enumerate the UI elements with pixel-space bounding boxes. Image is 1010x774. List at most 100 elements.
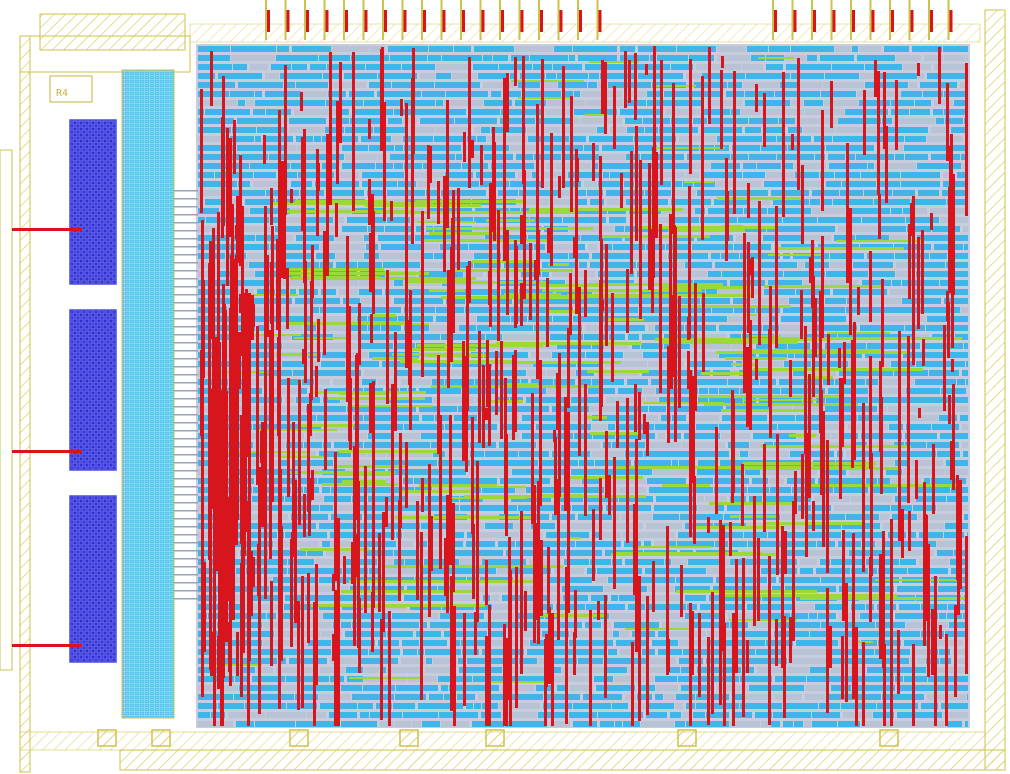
cell-row-segment — [334, 640, 353, 646]
cell-row-segment — [849, 469, 867, 475]
cell-row-segment — [262, 424, 307, 430]
cell-row-segment — [412, 721, 421, 727]
metal3-wire — [723, 594, 897, 597]
cell-row-segment — [296, 82, 328, 88]
cell-row-segment — [501, 379, 520, 385]
cell-row-segment — [198, 703, 217, 709]
cell-row-segment — [438, 460, 470, 466]
cell-row-segment — [921, 703, 938, 709]
metal2-wire — [814, 298, 817, 357]
cell-row-segment — [404, 145, 427, 151]
cell-row-segment — [771, 316, 778, 322]
cell-row-segment — [757, 163, 781, 169]
cell-row-segment — [821, 622, 845, 628]
cell-row-segment — [589, 136, 633, 142]
metal2-wire — [578, 299, 581, 456]
cell-row-segment — [381, 244, 422, 250]
bus-wire — [174, 550, 198, 552]
metal2-wire — [514, 350, 517, 432]
metal2-wire — [208, 263, 211, 360]
cell-row-segment — [429, 694, 443, 700]
metal2-wire — [954, 605, 957, 697]
metal2-wire — [317, 319, 320, 362]
cell-row-segment — [676, 262, 684, 268]
metal2-wire — [301, 137, 304, 231]
cell-row-segment — [896, 271, 915, 277]
cell-row-segment — [893, 550, 934, 556]
cell-row-segment — [489, 370, 526, 376]
cell-row-segment — [927, 136, 963, 142]
cell-row-segment — [598, 271, 634, 277]
cell-row-segment — [618, 388, 642, 394]
cell-row-segment — [491, 163, 534, 169]
metal2-wire — [271, 334, 274, 502]
cell-row-segment — [924, 271, 948, 277]
cell-row-segment — [646, 523, 682, 529]
cell-row-segment — [796, 640, 838, 646]
cell-row-segment — [276, 667, 317, 673]
metal2-wire — [291, 532, 294, 546]
metal2-wire — [680, 565, 683, 617]
cell-row-segment — [250, 64, 268, 70]
metal2-wire — [332, 574, 335, 591]
cell-row-segment — [279, 172, 297, 178]
cell-row-segment — [730, 334, 741, 340]
cell-row-segment — [607, 667, 627, 673]
cell-row-segment — [265, 145, 285, 151]
cell-row-segment — [667, 406, 693, 412]
metal2-wire — [485, 560, 488, 605]
top-pin-metal — [403, 10, 407, 32]
cell-row-segment — [835, 46, 851, 52]
cell-row-segment — [897, 586, 937, 592]
cell-row-segment — [266, 712, 306, 718]
top-pin-metal — [930, 10, 933, 32]
cell-row-segment — [919, 559, 949, 565]
cell-row-segment — [958, 586, 968, 592]
cell-row-segment — [489, 694, 516, 700]
cell-row-segment — [961, 154, 968, 160]
cell-row-segment — [321, 280, 358, 286]
cell-row-segment — [257, 289, 264, 295]
cell-row-segment — [856, 235, 889, 241]
cell-row-segment — [656, 496, 696, 502]
cell-row-segment — [814, 361, 838, 367]
cell-row-segment — [486, 334, 502, 340]
cell-row-segment — [557, 685, 568, 691]
cell-row-segment — [608, 82, 625, 88]
metal2-wire — [562, 66, 565, 188]
metal2-wire — [573, 632, 576, 675]
cell-row-segment — [825, 424, 845, 430]
logic-core — [196, 44, 970, 728]
metal2-wire — [915, 460, 918, 499]
top-pin — [947, 0, 950, 40]
cell-row-segment — [279, 460, 290, 466]
metal3-wire — [584, 416, 607, 419]
cell-row-segment — [256, 667, 273, 673]
cell-row-segment — [505, 721, 547, 727]
cell-row-segment — [539, 190, 559, 196]
cell-row-segment — [697, 235, 733, 241]
metal2-wire — [223, 465, 226, 635]
cell-row-segment — [943, 46, 968, 52]
cell-row-segment — [911, 460, 943, 466]
cell-row-segment — [394, 550, 416, 556]
cell-row-segment — [501, 109, 542, 115]
cell-row-segment — [752, 478, 768, 484]
metal2-wire — [307, 404, 310, 512]
cell-row-segment — [953, 316, 968, 322]
metal2-wire — [638, 576, 641, 721]
cell-row-segment — [554, 379, 575, 385]
cell-row-segment — [423, 244, 439, 250]
cell-row-segment — [365, 514, 388, 520]
metal2-wire — [826, 440, 829, 573]
cell-row-segment — [943, 172, 954, 178]
metal2-wire — [336, 101, 339, 184]
cell-row-segment — [270, 586, 280, 592]
bus-wire — [174, 350, 198, 352]
cell-row-segment — [764, 181, 797, 187]
metal2-wire — [503, 78, 506, 232]
metal2-wire — [300, 92, 303, 111]
cell-row-segment — [654, 541, 667, 547]
cell-row-segment — [687, 154, 730, 160]
cell-row-segment — [592, 379, 624, 385]
